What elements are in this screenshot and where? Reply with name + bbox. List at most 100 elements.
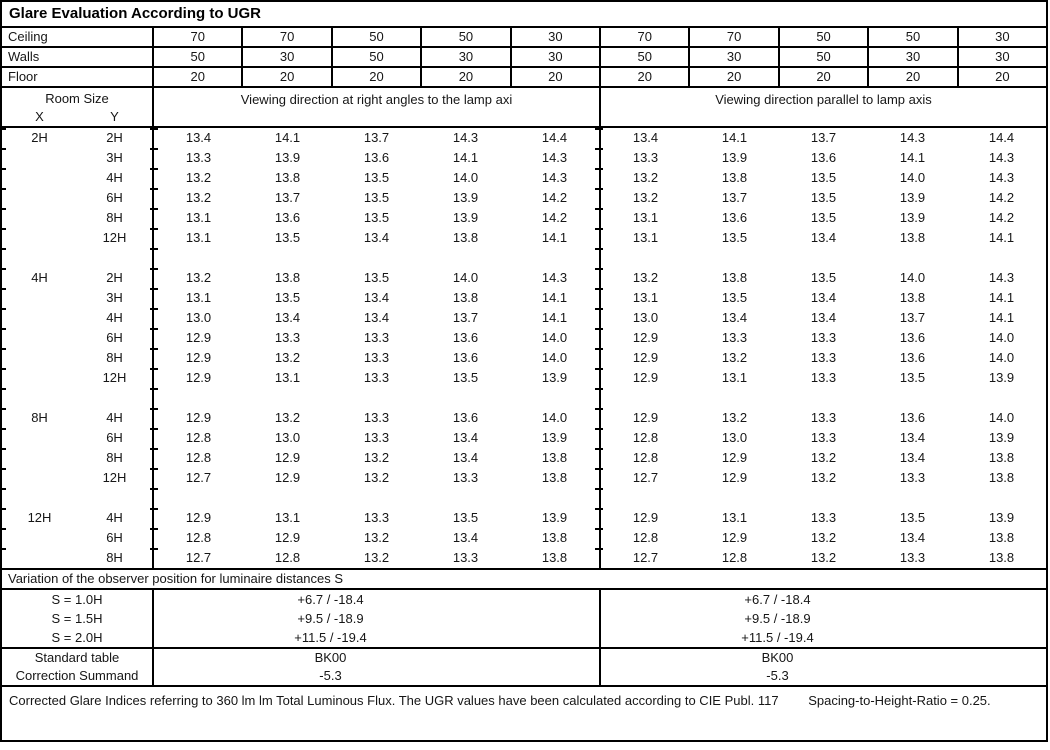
ugr-value-cell: 14.1 [899,150,926,165]
ugr-value-cell: 14.1 [721,130,748,145]
room-x-cell [2,468,77,488]
surface-value-cell: 50 [333,48,423,66]
ugr-value-cell: 13.4 [899,530,926,545]
ugr-value-cell: 13.1 [274,370,301,385]
variation-row: S = 2.0H +11.5 / -19.4 +11.5 / -19.4 [2,628,1046,647]
ugr-value-cell: 13.9 [899,190,926,205]
ugr-row: 12H 4H 12.9 13.1 13.3 13.5 13.9 12.9 13.1 13.3 13.… [2,508,1046,528]
ugr-value-cell: 13.9 [899,210,926,225]
room-y-cell: 6H [77,428,154,448]
room-x-cell [2,308,77,328]
ugr-value-cell [421,388,510,408]
room-x-cell [2,248,77,268]
surface-value-cell: 50 [780,48,870,66]
surface-value-cell: 70 [690,28,780,46]
room-y-cell: 4H [77,408,154,428]
ugr-value-cell [243,488,332,508]
ugr-value-cell: 13.2 [632,170,659,185]
ugr-row: 12H 12.7 12.9 13.2 13.3 13.8 12.7 12.9 13.2 13.3 1… [2,468,1046,488]
surface-value-cell: 30 [512,28,602,46]
ugr-value-cell [690,388,779,408]
surface-row: Floor 20 20 20 20 20 20 20 20 20 20 [2,68,1046,88]
ugr-value-cell: 13.6 [899,350,926,365]
ugr-value-cell: 13.3 [899,470,926,485]
ugr-value-cell: 13.4 [632,130,659,145]
summary-label-cell: Standard table [2,649,154,667]
summary-rows: Standard table BK00 BK00 Correction Summand… [2,649,1046,687]
ugr-value-cell: 13.6 [452,350,479,365]
room-x-cell [2,208,77,228]
ugr-value-cell: 13.2 [185,270,212,285]
ugr-value-cell: 13.1 [185,290,212,305]
ugr-value-cell: 13.8 [988,530,1015,545]
footer-text-flux: Corrected Glare Indices referring to 360… [9,693,779,708]
ugr-value-cell [601,488,690,508]
summary-value-cell-right: BK00 [761,650,794,665]
surface-row-label: Ceiling [2,28,154,46]
room-x-cell [2,328,77,348]
ugr-value-cell: 13.8 [510,448,601,468]
ugr-value-cell [957,248,1046,268]
ugr-spacer-row [2,248,1046,268]
ugr-value-cell: 13.4 [363,310,390,325]
ugr-value-cell: 13.7 [899,310,926,325]
ugr-value-cell: 13.8 [721,170,748,185]
ugr-value-cell: 13.3 [810,510,837,525]
ugr-value-cell [154,388,243,408]
ugr-value-cell: 13.3 [810,330,837,345]
ugr-row: 3H 13.1 13.5 13.4 13.8 14.1 13.1 13.5 13.4 13.8 14… [2,288,1046,308]
surface-value-cell: 20 [333,68,423,86]
ugr-value-cell: 12.9 [274,470,301,485]
ugr-value-cell: 13.1 [632,290,659,305]
room-size-label: Room Size [45,91,109,106]
ugr-value-cell: 13.3 [274,330,301,345]
ugr-value-cell: 13.2 [810,470,837,485]
room-x-cell [2,228,77,248]
ugr-row: 2H 2H 13.4 14.1 13.7 14.3 14.4 13.4 14.1 13.7 14.3… [2,128,1046,148]
ugr-value-cell: 12.9 [185,370,212,385]
ugr-value-cell: 13.5 [274,230,301,245]
ugr-value-cell: 12.9 [274,450,301,465]
ugr-value-cell [957,488,1046,508]
surface-value-cell: 70 [601,28,691,46]
room-x-cell [2,168,77,188]
ugr-value-cell: 13.3 [899,550,926,565]
ugr-value-cell: 12.9 [721,470,748,485]
ugr-value-cell [601,388,690,408]
ugr-value-cell: 13.2 [363,450,390,465]
ugr-value-cell: 12.7 [185,470,212,485]
ugr-value-cell: 13.1 [721,510,748,525]
room-y-cell: 3H [77,288,154,308]
ugr-value-cell [510,248,601,268]
ugr-value-cell: 14.0 [988,330,1015,345]
variation-row: S = 1.5H +9.5 / -18.9 +9.5 / -18.9 [2,609,1046,628]
ugr-value-cell: 14.2 [988,210,1015,225]
ugr-value-cell: 13.0 [274,430,301,445]
ugr-values-region: 2H 2H 13.4 14.1 13.7 14.3 14.4 13.4 14.1 13.7 14.3… [2,128,1046,570]
ugr-value-cell: 14.3 [510,148,601,168]
footer-note: Corrected Glare Indices referring to 360… [2,687,1046,740]
ugr-value-cell: 13.9 [452,190,479,205]
room-x-cell [2,368,77,388]
ugr-row: 4H 2H 13.2 13.8 13.5 14.0 14.3 13.2 13.8 13.5 14.0… [2,268,1046,288]
ugr-value-cell: 12.7 [185,550,212,565]
ugr-value-cell: 13.3 [810,410,837,425]
surface-value-cell: 20 [995,69,1010,84]
variation-value-cell-left: +11.5 / -19.4 [154,628,601,647]
surface-value-cell: 20 [512,68,602,86]
room-y-cell [77,248,154,268]
ugr-value-cell: 13.2 [274,350,301,365]
ugr-value-cell: 14.0 [988,350,1015,365]
ugr-value-cell: 12.9 [721,530,748,545]
ugr-value-cell: 12.9 [721,450,748,465]
variation-value-cell-right: +6.7 / -18.4 [744,592,811,607]
surface-row: Walls 50 30 50 30 30 50 30 50 30 30 [2,48,1046,68]
summary-row: Correction Summand -5.3 -5.3 [2,667,1046,685]
ugr-value-cell: 13.9 [988,430,1015,445]
ugr-value-cell [601,248,690,268]
room-y-cell: 6H [77,328,154,348]
ugr-value-cell: 14.2 [510,208,601,228]
room-x-cell [2,348,77,368]
surface-value-cell: 50 [422,28,512,46]
ugr-value-cell: 14.0 [899,270,926,285]
